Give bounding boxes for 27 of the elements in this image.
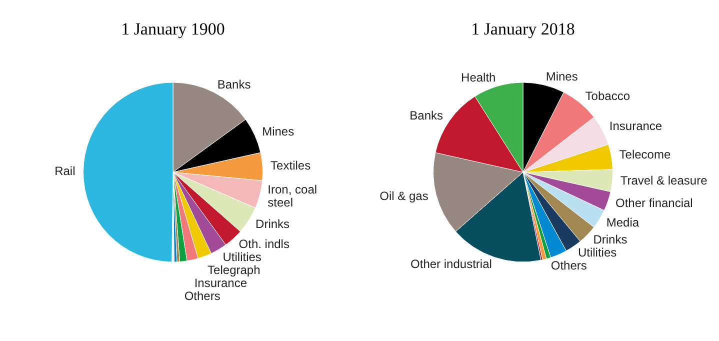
- slice-label: Tobacco: [585, 89, 630, 104]
- slice-label: Drinks: [593, 232, 628, 247]
- slice-label: Utilities: [222, 250, 262, 264]
- slice-label: Banks: [410, 108, 444, 122]
- slice-label: Oil & gas: [380, 188, 428, 203]
- slice-label: Health: [461, 70, 496, 85]
- slice-label: Drinks: [256, 216, 290, 231]
- chart-title: 1 January 2018: [471, 20, 575, 39]
- slice-label: Telegraph: [208, 262, 260, 277]
- slice-label: Iron, coal steel: [268, 182, 318, 210]
- slice-label: Others: [184, 288, 220, 303]
- slice-label: Banks: [217, 77, 251, 92]
- slice-label: Mines: [262, 124, 294, 138]
- slice-label: Telecome: [619, 148, 671, 162]
- slice-label: Insurance: [194, 276, 248, 290]
- slice-label: Rail: [54, 164, 76, 178]
- chart-title: 1 January 1900: [121, 20, 225, 39]
- slice-label: Media: [606, 216, 640, 230]
- slice-label: Textiles: [270, 158, 311, 172]
- slice-label: Travel & leasure: [620, 174, 708, 188]
- slice-label: Utilities: [578, 246, 617, 260]
- slice-label: Others: [550, 258, 587, 273]
- slice-label: Other financial: [615, 196, 693, 210]
- slice-label: Oth. indls: [238, 236, 290, 251]
- slice-label: Insurance: [609, 118, 662, 133]
- slice-label: Other industrial: [410, 257, 492, 272]
- slice-label: Mines: [546, 69, 578, 84]
